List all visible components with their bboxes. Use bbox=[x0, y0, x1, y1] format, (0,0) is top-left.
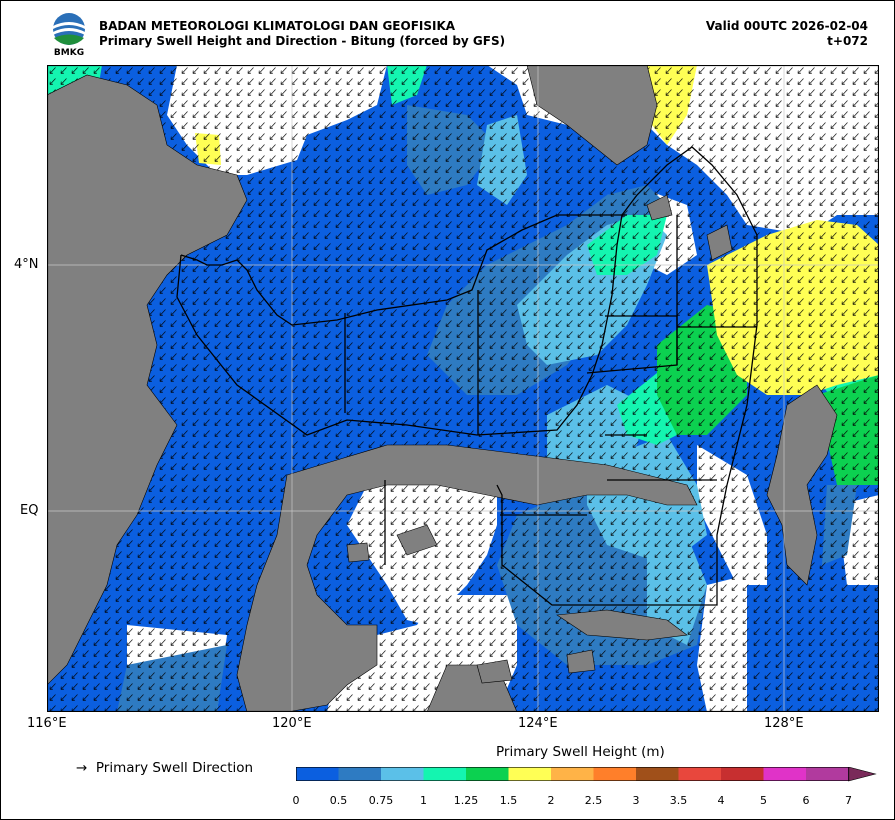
colorbar-tick-label: 1 bbox=[420, 794, 427, 807]
land-small-island-3 bbox=[476, 659, 513, 684]
graticule bbox=[47, 65, 879, 712]
colorbar-extend-arrow bbox=[848, 767, 877, 782]
land-talaud bbox=[706, 224, 733, 261]
colorbar-label: Primary Swell Height (m) bbox=[496, 744, 665, 760]
colorbar-segment bbox=[806, 767, 849, 781]
colorbar-tick-label: 6 bbox=[802, 794, 810, 807]
land-small-island-1 bbox=[396, 524, 438, 556]
colorbar-tick-label: 3 bbox=[632, 794, 640, 807]
colorbar-segment bbox=[381, 767, 424, 781]
forecast-area-boundaries bbox=[176, 146, 758, 606]
colorbar-segment bbox=[423, 767, 466, 781]
direction-legend-label: Primary Swell Direction bbox=[95, 760, 254, 776]
colorbar-tick-label: 1.5 bbox=[499, 794, 518, 807]
bmkg-logo: BMKG bbox=[53, 13, 85, 56]
svg-text:BMKG: BMKG bbox=[54, 48, 84, 56]
y-tick-4n: 4°N bbox=[14, 257, 39, 272]
y-tick-eq: EQ bbox=[20, 503, 39, 518]
colorbar-segment bbox=[721, 767, 764, 781]
colorbar-tick-label: 2 bbox=[547, 794, 555, 807]
colorbar-segment bbox=[636, 767, 679, 781]
valid-time: Valid 00UTC 2026-02-04 bbox=[705, 19, 868, 33]
colorbar-segment bbox=[296, 767, 339, 781]
land-sulawesi-north-arm bbox=[236, 444, 698, 712]
colorbar-segment bbox=[593, 767, 636, 781]
x-tick-120: 120°E bbox=[272, 716, 312, 731]
colorbar-segment bbox=[551, 767, 594, 781]
colorbar-segment bbox=[763, 767, 806, 781]
arrow-legend-icon: → bbox=[76, 760, 88, 776]
land-masses bbox=[47, 65, 838, 712]
x-tick-124: 124°E bbox=[518, 716, 558, 731]
colorbar-tick-label: 5 bbox=[760, 794, 767, 807]
colorbar-segment bbox=[678, 767, 721, 781]
colorbar-segment bbox=[338, 767, 381, 781]
land-small-island-4 bbox=[566, 649, 596, 674]
land-mindanao bbox=[526, 65, 658, 166]
colorbar-tick-label: 4 bbox=[717, 794, 725, 807]
colorbar-tick-label: 0.5 bbox=[329, 794, 348, 807]
colorbar-tick-label: 2.5 bbox=[584, 794, 603, 807]
colorbar-segment bbox=[466, 767, 509, 781]
colorbar-tick-label: 0.75 bbox=[368, 794, 394, 807]
land-sula-islands bbox=[556, 609, 688, 641]
colorbar-tick-label: 1.25 bbox=[453, 794, 479, 807]
land-borneo bbox=[47, 74, 248, 686]
org-title: BADAN METEOROLOGI KLIMATOLOGI DAN GEOFIS… bbox=[99, 19, 456, 33]
x-tick-128: 128°E bbox=[764, 716, 804, 731]
land-halmahera bbox=[766, 384, 838, 586]
colorbar bbox=[296, 767, 877, 782]
swell-map[interactable] bbox=[47, 65, 879, 712]
colorbar-tick-label: 0 bbox=[292, 794, 300, 807]
forecast-step: t+072 bbox=[827, 34, 868, 48]
colorbar-tick-label: 7 bbox=[845, 794, 852, 807]
land-sangihe bbox=[646, 194, 673, 221]
direction-legend: → Primary Swell Direction bbox=[76, 760, 253, 776]
map-subtitle: Primary Swell Height and Direction - Bit… bbox=[99, 34, 506, 48]
colorbar-tick-label: 3.5 bbox=[669, 794, 688, 807]
colorbar-segment bbox=[508, 767, 551, 781]
x-tick-116: 116°E bbox=[27, 716, 67, 731]
land-small-island-2 bbox=[346, 542, 370, 563]
